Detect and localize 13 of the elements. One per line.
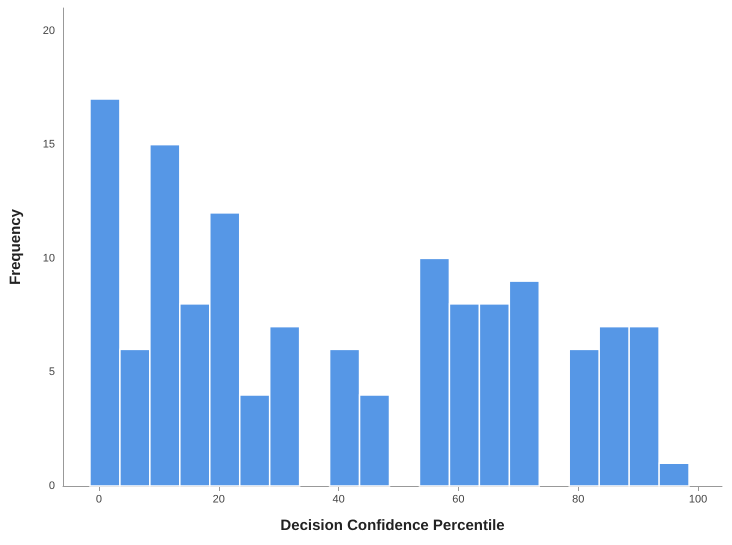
x-tick-label: 40 (332, 494, 345, 506)
y-axis-title: Frequency (7, 208, 24, 285)
x-tick-label: 0 (96, 494, 102, 506)
x-axis-title: Decision Confidence Percentile (280, 517, 505, 534)
x-tick-label: 20 (212, 494, 225, 506)
x-tick-label: 100 (688, 494, 708, 506)
y-tick-label: 0 (48, 480, 55, 492)
y-tick-label: 20 (42, 24, 55, 37)
x-tick-label: 80 (572, 494, 584, 506)
y-tick-label: 10 (42, 252, 55, 264)
y-tick-label: 5 (48, 366, 55, 378)
y-tick-label: 15 (42, 138, 55, 151)
x-tick-label: 60 (452, 494, 465, 506)
